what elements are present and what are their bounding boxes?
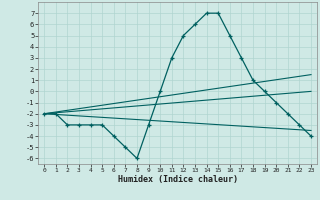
X-axis label: Humidex (Indice chaleur): Humidex (Indice chaleur) — [118, 175, 238, 184]
